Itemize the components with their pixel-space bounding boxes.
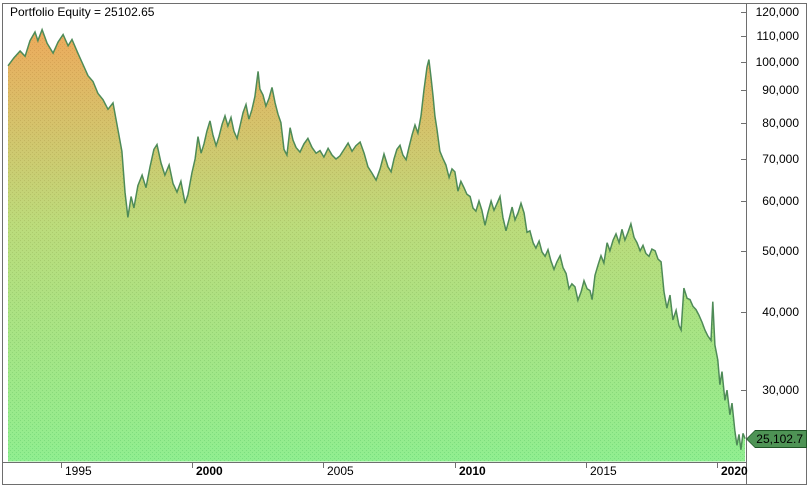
x-axis-label: 2000 <box>196 464 223 478</box>
y-axis-label: 80,000 <box>762 116 799 130</box>
pane-border-left <box>2 3 3 485</box>
pane-border-right <box>806 3 807 485</box>
y-axis-tick <box>741 12 747 13</box>
y-axis-line <box>746 3 747 484</box>
y-axis-tick <box>741 62 747 63</box>
y-axis-tick <box>741 390 747 391</box>
y-axis-label: 120,000 <box>755 5 799 19</box>
x-axis-tick <box>717 463 718 468</box>
chart-title: Portfolio Equity = 25102.65 <box>10 5 155 19</box>
x-axis-label: 2015 <box>590 464 617 478</box>
y-axis-label: 100,000 <box>755 55 799 69</box>
x-axis-label: 2005 <box>327 464 354 478</box>
y-axis-label: 40,000 <box>762 305 799 319</box>
last-value-tag: 25,102.7 <box>746 430 807 448</box>
y-axis-tick <box>741 251 747 252</box>
y-axis-label: 110,000 <box>756 29 800 43</box>
y-axis-tick <box>741 312 747 313</box>
y-axis-label: 90,000 <box>762 83 799 97</box>
y-axis-tick <box>741 123 747 124</box>
y-axis-label: 70,000 <box>762 152 799 166</box>
x-axis-tick <box>586 463 587 468</box>
pane-border-top <box>2 3 807 4</box>
x-axis-label: 1995 <box>65 464 92 478</box>
equity-area-dither <box>8 29 746 462</box>
y-axis-tick <box>741 201 747 202</box>
x-axis-tick <box>61 463 62 468</box>
y-axis-tick <box>741 36 747 37</box>
x-axis-label: 2010 <box>459 464 486 478</box>
y-axis-label: 30,000 <box>762 383 799 397</box>
y-axis-tick <box>741 159 747 160</box>
y-axis-label: 60,000 <box>762 194 799 208</box>
x-axis-tick <box>192 463 193 468</box>
x-axis-label: 2020 <box>721 464 748 478</box>
y-axis-label: 50,000 <box>762 244 799 258</box>
last-value-label: 25,102.7 <box>747 431 806 447</box>
x-axis-tick <box>323 463 324 468</box>
pane-border-bottom <box>2 484 807 485</box>
x-axis-line <box>2 462 746 463</box>
x-axis-tick <box>455 463 456 468</box>
y-axis-tick <box>741 90 747 91</box>
equity-line <box>7 27 746 450</box>
